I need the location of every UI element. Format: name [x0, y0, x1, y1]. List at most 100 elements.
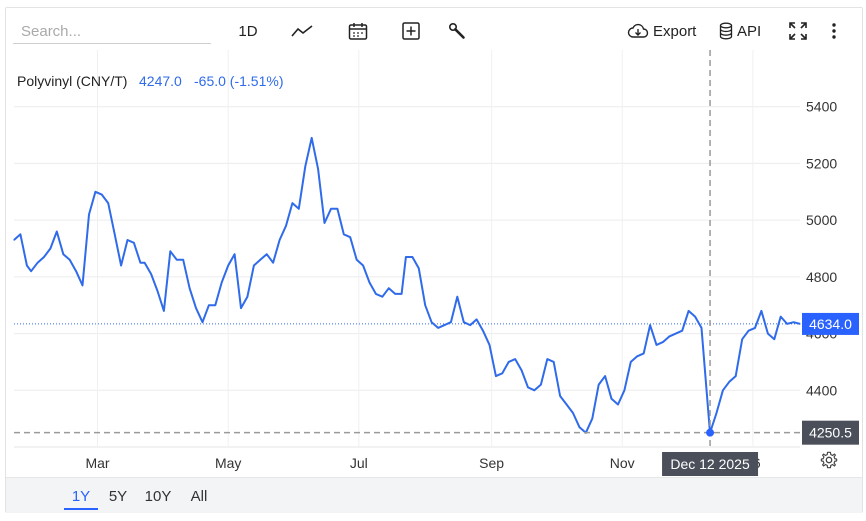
data-point [88, 213, 90, 216]
data-point [26, 264, 28, 267]
data-point [304, 165, 306, 167]
data-point [767, 332, 769, 335]
data-point [30, 270, 32, 272]
data-point [227, 264, 229, 267]
data-point [514, 358, 516, 360]
data-point [754, 327, 756, 329]
data-point [195, 307, 197, 309]
range-5y-button[interactable]: 5Y [108, 487, 128, 505]
data-point [266, 253, 268, 255]
data-point [133, 242, 135, 244]
range-all-button[interactable]: All [190, 487, 208, 505]
data-point [437, 327, 439, 329]
data-point [381, 296, 383, 298]
database-icon [719, 22, 733, 40]
data-point [411, 256, 413, 258]
data-point [649, 324, 651, 326]
data-point [246, 296, 249, 298]
data-point [120, 264, 122, 267]
data-point [450, 321, 452, 323]
data-point [456, 296, 458, 298]
data-point [610, 398, 613, 400]
wrench-icon[interactable] [445, 18, 469, 44]
data-point [681, 330, 683, 332]
data-point [546, 358, 548, 360]
data-point [655, 344, 658, 346]
line-chart-icon[interactable] [290, 18, 314, 44]
data-point [553, 361, 555, 363]
data-point [527, 386, 529, 389]
x-tick-label: Sep [479, 455, 504, 471]
data-point [401, 293, 403, 295]
data-point [69, 259, 71, 261]
y-tick-label: 5200 [806, 155, 837, 171]
data-point [356, 259, 358, 261]
x-axis: MarMayJulSepNov26 [85, 455, 760, 471]
data-point [75, 270, 77, 272]
data-point [189, 287, 191, 289]
more-options-icon[interactable] [824, 18, 844, 44]
y-axis: 440046004800500052005400 [806, 99, 837, 399]
data-point [114, 233, 116, 235]
interval-button[interactable]: 1D [238, 22, 258, 40]
add-indicator-icon[interactable] [399, 18, 423, 44]
export-button[interactable]: Export [627, 18, 699, 44]
data-point [81, 284, 84, 286]
price-chart[interactable]: MarMayJulSepNov26 4400460048005000520054… [6, 50, 862, 477]
search-input[interactable] [13, 20, 211, 44]
legend-name: Polyvinyl (CNY/T) [17, 73, 127, 89]
data-point [617, 403, 619, 406]
data-point [799, 323, 801, 325]
data-point [760, 310, 763, 312]
data-point [94, 191, 96, 193]
legend: Polyvinyl (CNY/T) 4247.0 -65.0 (-1.51%) [17, 73, 283, 89]
last-price-label: 4634.0 [802, 312, 859, 335]
data-point [221, 281, 223, 284]
range-selector: 1Y 5Y 10Y All [6, 477, 862, 513]
cloud-download-icon [627, 23, 649, 38]
y-tick-label: 5000 [806, 212, 837, 228]
data-point [578, 426, 581, 428]
data-point [747, 330, 750, 332]
data-point [735, 375, 737, 377]
data-point [424, 304, 426, 306]
data-point [330, 208, 332, 210]
data-point [394, 293, 396, 295]
data-point [253, 264, 255, 267]
calendar-icon[interactable] [346, 18, 370, 44]
data-point [163, 310, 165, 312]
data-point [604, 375, 606, 377]
data-point [126, 239, 129, 241]
data-point [208, 304, 210, 306]
data-point [722, 389, 724, 391]
legend-change: -65.0 (-1.51%) [194, 73, 283, 89]
data-point [144, 262, 146, 264]
range-10y-button[interactable]: 10Y [144, 487, 172, 505]
y-tick-label: 4800 [806, 269, 837, 285]
data-point [792, 321, 795, 323]
data-point [278, 239, 281, 241]
data-point [501, 372, 503, 374]
x-tick-label: May [215, 455, 241, 471]
x-tick-label: Mar [85, 455, 109, 471]
settings-gear-icon[interactable] [820, 451, 838, 469]
data-point [643, 352, 645, 355]
data-point [405, 256, 407, 258]
data-point [741, 338, 743, 340]
fullscreen-icon[interactable] [786, 18, 810, 44]
data-point [298, 208, 300, 210]
data-point [591, 418, 593, 420]
data-point [49, 247, 52, 250]
data-point [349, 236, 351, 238]
data-point [56, 230, 58, 233]
data-point [559, 395, 561, 397]
grid [14, 50, 800, 448]
crosshair-date-text: Dec 12 2025 [670, 456, 750, 472]
toolbar: 1D Export API [6, 8, 862, 50]
data-point [773, 338, 775, 340]
data-point [662, 341, 664, 343]
range-1y-button[interactable]: 1Y [64, 484, 98, 510]
api-button[interactable]: API [719, 18, 767, 44]
data-point [780, 315, 782, 318]
data-point [533, 389, 536, 391]
